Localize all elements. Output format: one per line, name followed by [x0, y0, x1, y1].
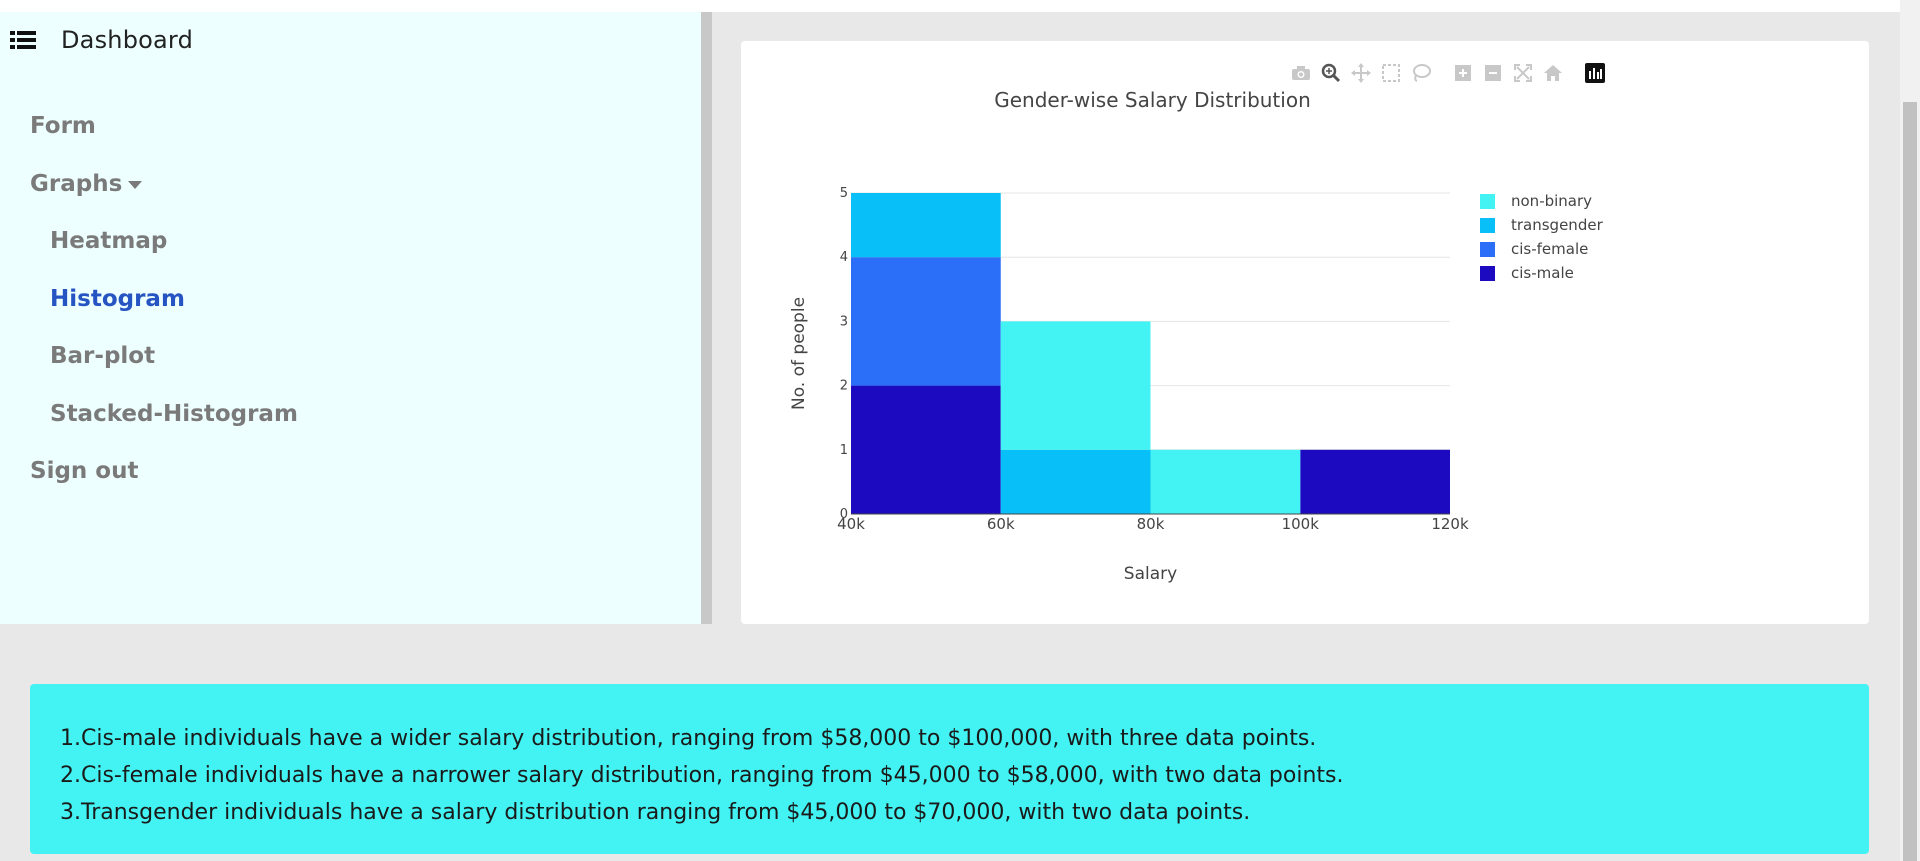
legend-label-non-binary: non-binary: [1511, 192, 1592, 210]
insight-2: 2.Cis-female individuals have a narrower…: [60, 763, 1344, 788]
insight-1: 1.Cis-male individuals have a wider sala…: [60, 726, 1317, 751]
y-tick-label: 4: [840, 250, 848, 265]
histogram-chart: 0 1 2 3 4 5 40k 60k 80k 100k 120k Gender-wise Salar…: [789, 88, 1604, 584]
sidebar-item-histogram[interactable]: Histogram: [50, 286, 185, 312]
bar-cis-male: [851, 385, 1001, 514]
sidebar-item-heatmap[interactable]: Heatmap: [50, 228, 168, 254]
bar-transgender: [851, 193, 1001, 258]
page-scrollbar[interactable]: [1900, 0, 1920, 861]
scrollbar-thumb[interactable]: [1903, 102, 1917, 861]
sidebar-item-stacked-histogram[interactable]: Stacked-Histogram: [50, 401, 298, 427]
x-tick-label: 80k: [1137, 515, 1165, 533]
modebar: [1290, 62, 1606, 84]
bar-transgender: [1000, 449, 1151, 514]
zoom-icon[interactable]: [1320, 62, 1342, 84]
y-tick-label: 2: [840, 379, 848, 394]
reset-axes-icon[interactable]: [1542, 62, 1564, 84]
legend-label-transgender: transgender: [1511, 216, 1604, 234]
sidebar-divider: [701, 12, 712, 624]
camera-icon[interactable]: [1290, 62, 1312, 84]
sidebar-item-sign-out[interactable]: Sign out: [30, 458, 139, 484]
y-tick-label: 0: [840, 507, 848, 522]
legend-label-cis-female: cis-female: [1511, 240, 1588, 258]
sidebar: [0, 12, 701, 624]
bar-non-binary: [1000, 321, 1151, 450]
legend-swatch-non-binary: [1480, 194, 1495, 209]
pan-icon[interactable]: [1350, 62, 1372, 84]
insights-panel: 1.Cis-male individuals have a wider sala…: [30, 684, 1869, 854]
bar-cis-female: [851, 257, 1001, 386]
x-tick-label: 100k: [1282, 515, 1320, 533]
sidebar-item-graphs[interactable]: Graphs: [30, 171, 143, 197]
bar-cis-male: [1300, 449, 1450, 514]
bar-non-binary: [1150, 449, 1301, 514]
y-tick-label: 5: [840, 186, 848, 201]
list-icon: [10, 30, 36, 50]
x-axis-label: Salary: [1124, 564, 1177, 584]
legend-swatch-cis-male: [1480, 266, 1495, 281]
insight-3: 3.Transgender individuals have a salary …: [60, 800, 1251, 825]
legend-label-cis-male: cis-male: [1511, 264, 1574, 282]
caret-down-icon: [128, 180, 143, 189]
y-tick-label: 1: [840, 443, 848, 458]
zoom-in-icon[interactable]: [1452, 62, 1474, 84]
sidebar-item-form[interactable]: Form: [30, 113, 96, 139]
box-select-icon[interactable]: [1380, 62, 1402, 84]
brand[interactable]: Dashboard: [10, 26, 193, 54]
brand-title: Dashboard: [61, 26, 194, 54]
chart-title: Gender-wise Salary Distribution: [994, 88, 1311, 112]
sidebar-item-bar-plot[interactable]: Bar-plot: [50, 343, 156, 369]
legend-swatch-transgender: [1480, 218, 1495, 233]
zoom-out-icon[interactable]: [1482, 62, 1504, 84]
top-strip: [0, 0, 1900, 12]
autoscale-icon[interactable]: [1512, 62, 1534, 84]
x-tick-label: 120k: [1431, 515, 1469, 533]
y-axis-label: No. of people: [789, 297, 809, 410]
plotly-logo-icon[interactable]: [1584, 62, 1606, 84]
legend-swatch-cis-female: [1480, 242, 1495, 257]
x-tick-label: 40k: [837, 515, 865, 533]
x-tick-label: 60k: [987, 515, 1015, 533]
lasso-select-icon[interactable]: [1410, 62, 1432, 84]
sidebar-item-graphs-label: Graphs: [30, 171, 123, 197]
y-tick-label: 3: [840, 314, 848, 329]
